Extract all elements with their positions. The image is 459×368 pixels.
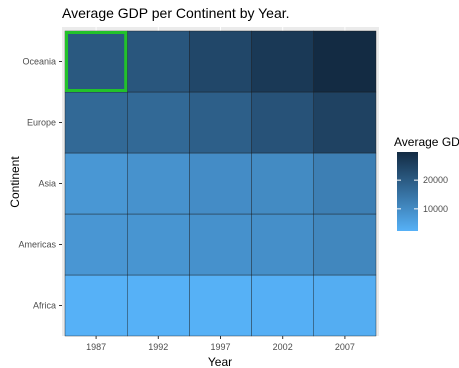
highlight-rectangle <box>65 31 128 92</box>
x-tick-label-2002: 2002 <box>273 342 293 352</box>
y-tick-label-americas: Americas <box>18 240 56 250</box>
heatmap-cell-africa-1992 <box>126 274 190 337</box>
heatmap-cell-americas-1992 <box>126 213 190 276</box>
heatmap-cell-europe-1997 <box>189 91 252 154</box>
heatmap-cell-europe-2002 <box>251 91 315 154</box>
heatmap-cell-americas-1997 <box>189 213 252 276</box>
heatmap-cell-oceania-2002 <box>251 30 315 93</box>
heatmap-cell-asia-1997 <box>189 152 252 215</box>
heatmap-cell-oceania-2007 <box>313 30 377 93</box>
x-axis: 1987 1992 1997 2002 2007 <box>86 336 355 352</box>
heatmap-cell-europe-1987 <box>64 91 128 154</box>
y-axis: Africa Americas Asia Europe Oceania <box>18 57 62 311</box>
heatmap-cell-asia-1987 <box>64 152 128 215</box>
heatmap-cell-asia-2002 <box>251 152 315 215</box>
x-tick-label-1987: 1987 <box>86 342 106 352</box>
heatmap-cell-oceania-1997 <box>189 30 252 93</box>
x-axis-title: Year <box>208 355 232 368</box>
heatmap-cell-europe-1992 <box>126 91 190 154</box>
heatmap-cell-americas-2007 <box>313 213 377 276</box>
heatmap-cell-europe-2007 <box>313 91 377 154</box>
x-tick-label-1997: 1997 <box>210 342 230 352</box>
x-tick-label-2007: 2007 <box>335 342 355 352</box>
chart-title: Average GDP per Continent by Year. <box>62 5 290 21</box>
y-tick-label-africa: Africa <box>33 301 56 311</box>
heatmap-cell-americas-2002 <box>251 213 315 276</box>
y-tick-label-europe: Europe <box>27 118 56 128</box>
y-tick-label-asia: Asia <box>38 179 56 189</box>
heatmap-cell-africa-1997 <box>189 274 252 337</box>
legend-ticks: 20000 10000 <box>397 175 448 214</box>
legend-colorbar <box>397 152 418 231</box>
highlight-box <box>65 31 128 92</box>
heatmap-cell-africa-2007 <box>313 274 377 337</box>
y-axis-title: Continent <box>8 156 22 208</box>
y-tick-label-oceania: Oceania <box>22 57 56 67</box>
heatmap-cell-asia-2007 <box>313 152 377 215</box>
legend-label: 20000 <box>423 175 448 185</box>
heatmap-cell-africa-2002 <box>251 274 315 337</box>
legend-label: 10000 <box>423 204 448 214</box>
heatmap-cell-americas-1987 <box>64 213 128 276</box>
heatmap-cell-asia-1992 <box>126 152 190 215</box>
heatmap-cell-oceania-1992 <box>126 30 190 93</box>
heatmap-cells <box>64 30 377 337</box>
heatmap-cell-oceania-1987 <box>64 30 128 93</box>
legend-title: Average GDP <box>394 135 459 149</box>
legend: Average GDP 20000 10000 <box>394 135 459 231</box>
x-tick-label-1992: 1992 <box>148 342 168 352</box>
heatmap-cell-africa-1987 <box>64 274 128 337</box>
